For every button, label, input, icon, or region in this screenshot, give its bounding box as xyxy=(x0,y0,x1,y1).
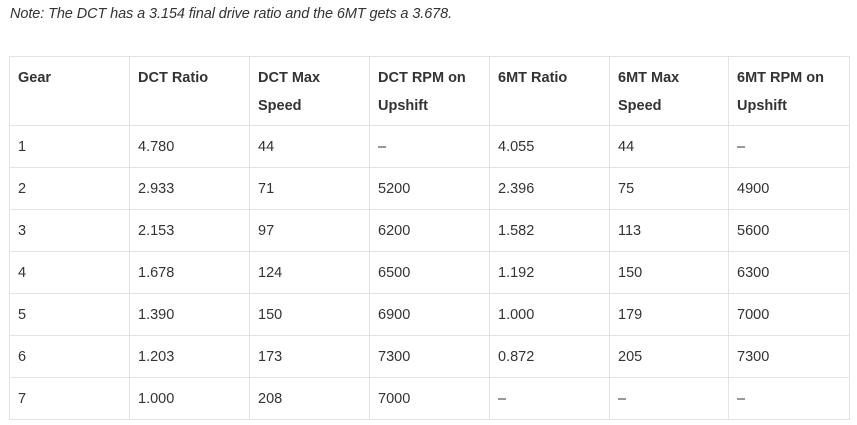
table-note: Note: The DCT has a 3.154 final drive ra… xyxy=(10,6,453,22)
cell-dct-rpm: 7300 xyxy=(369,335,490,378)
cell-gear: 3 xyxy=(9,209,130,252)
cell-dct-max-speed: 124 xyxy=(249,251,370,294)
cell-6mt-max-speed: 179 xyxy=(609,293,729,336)
cell-6mt-max-speed: 44 xyxy=(609,125,729,168)
cell-6mt-ratio: 1.582 xyxy=(489,209,610,252)
cell-dct-rpm: – xyxy=(369,125,490,168)
cell-dct-max-speed: 150 xyxy=(249,293,370,336)
cell-gear: 4 xyxy=(9,251,130,294)
table-header-row: Gear DCT Ratio DCT Max Speed DCT RPM on … xyxy=(9,56,850,126)
header-dct-ratio: DCT Ratio xyxy=(129,56,250,126)
cell-6mt-rpm: – xyxy=(728,125,850,168)
cell-6mt-rpm: 4900 xyxy=(728,167,850,210)
cell-6mt-ratio: 4.055 xyxy=(489,125,610,168)
cell-6mt-max-speed: 75 xyxy=(609,167,729,210)
cell-dct-ratio: 1.000 xyxy=(129,377,250,420)
header-dct-rpm-on-upshift: DCT RPM on Upshift xyxy=(369,56,490,126)
cell-6mt-max-speed: – xyxy=(609,377,729,420)
cell-6mt-rpm: 6300 xyxy=(728,251,850,294)
gear-ratio-table: Gear DCT Ratio DCT Max Speed DCT RPM on … xyxy=(9,56,850,420)
cell-dct-ratio: 2.153 xyxy=(129,209,250,252)
cell-dct-max-speed: 97 xyxy=(249,209,370,252)
cell-dct-rpm: 6200 xyxy=(369,209,490,252)
cell-gear: 1 xyxy=(9,125,130,168)
cell-dct-rpm: 7000 xyxy=(369,377,490,420)
cell-6mt-rpm: – xyxy=(728,377,850,420)
cell-dct-max-speed: 71 xyxy=(249,167,370,210)
cell-6mt-max-speed: 205 xyxy=(609,335,729,378)
cell-6mt-rpm: 7300 xyxy=(728,335,850,378)
table-row: 3 2.153 97 6200 1.582 113 5600 xyxy=(9,209,850,252)
cell-dct-rpm: 5200 xyxy=(369,167,490,210)
cell-dct-max-speed: 173 xyxy=(249,335,370,378)
cell-6mt-ratio: 0.872 xyxy=(489,335,610,378)
table-row: 7 1.000 208 7000 – – – xyxy=(9,377,850,420)
header-gear: Gear xyxy=(9,56,130,126)
cell-gear: 6 xyxy=(9,335,130,378)
cell-6mt-ratio: – xyxy=(489,377,610,420)
cell-dct-ratio: 4.780 xyxy=(129,125,250,168)
cell-6mt-rpm: 7000 xyxy=(728,293,850,336)
cell-dct-ratio: 1.678 xyxy=(129,251,250,294)
cell-dct-rpm: 6500 xyxy=(369,251,490,294)
cell-6mt-ratio: 1.000 xyxy=(489,293,610,336)
cell-gear: 7 xyxy=(9,377,130,420)
cell-dct-max-speed: 44 xyxy=(249,125,370,168)
table-row: 1 4.780 44 – 4.055 44 – xyxy=(9,125,850,168)
cell-6mt-rpm: 5600 xyxy=(728,209,850,252)
cell-6mt-ratio: 1.192 xyxy=(489,251,610,294)
cell-gear: 5 xyxy=(9,293,130,336)
cell-dct-max-speed: 208 xyxy=(249,377,370,420)
cell-6mt-max-speed: 113 xyxy=(609,209,729,252)
cell-gear: 2 xyxy=(9,167,130,210)
cell-6mt-max-speed: 150 xyxy=(609,251,729,294)
header-6mt-rpm-on-upshift: 6MT RPM on Upshift xyxy=(728,56,850,126)
header-6mt-max-speed: 6MT Max Speed xyxy=(609,56,729,126)
table-row: 6 1.203 173 7300 0.872 205 7300 xyxy=(9,335,850,378)
table-row: 5 1.390 150 6900 1.000 179 7000 xyxy=(9,293,850,336)
table-row: 2 2.933 71 5200 2.396 75 4900 xyxy=(9,167,850,210)
cell-6mt-ratio: 2.396 xyxy=(489,167,610,210)
cell-dct-ratio: 1.203 xyxy=(129,335,250,378)
cell-dct-ratio: 1.390 xyxy=(129,293,250,336)
cell-dct-rpm: 6900 xyxy=(369,293,490,336)
header-dct-max-speed: DCT Max Speed xyxy=(249,56,370,126)
header-6mt-ratio: 6MT Ratio xyxy=(489,56,610,126)
cell-dct-ratio: 2.933 xyxy=(129,167,250,210)
table-row: 4 1.678 124 6500 1.192 150 6300 xyxy=(9,251,850,294)
